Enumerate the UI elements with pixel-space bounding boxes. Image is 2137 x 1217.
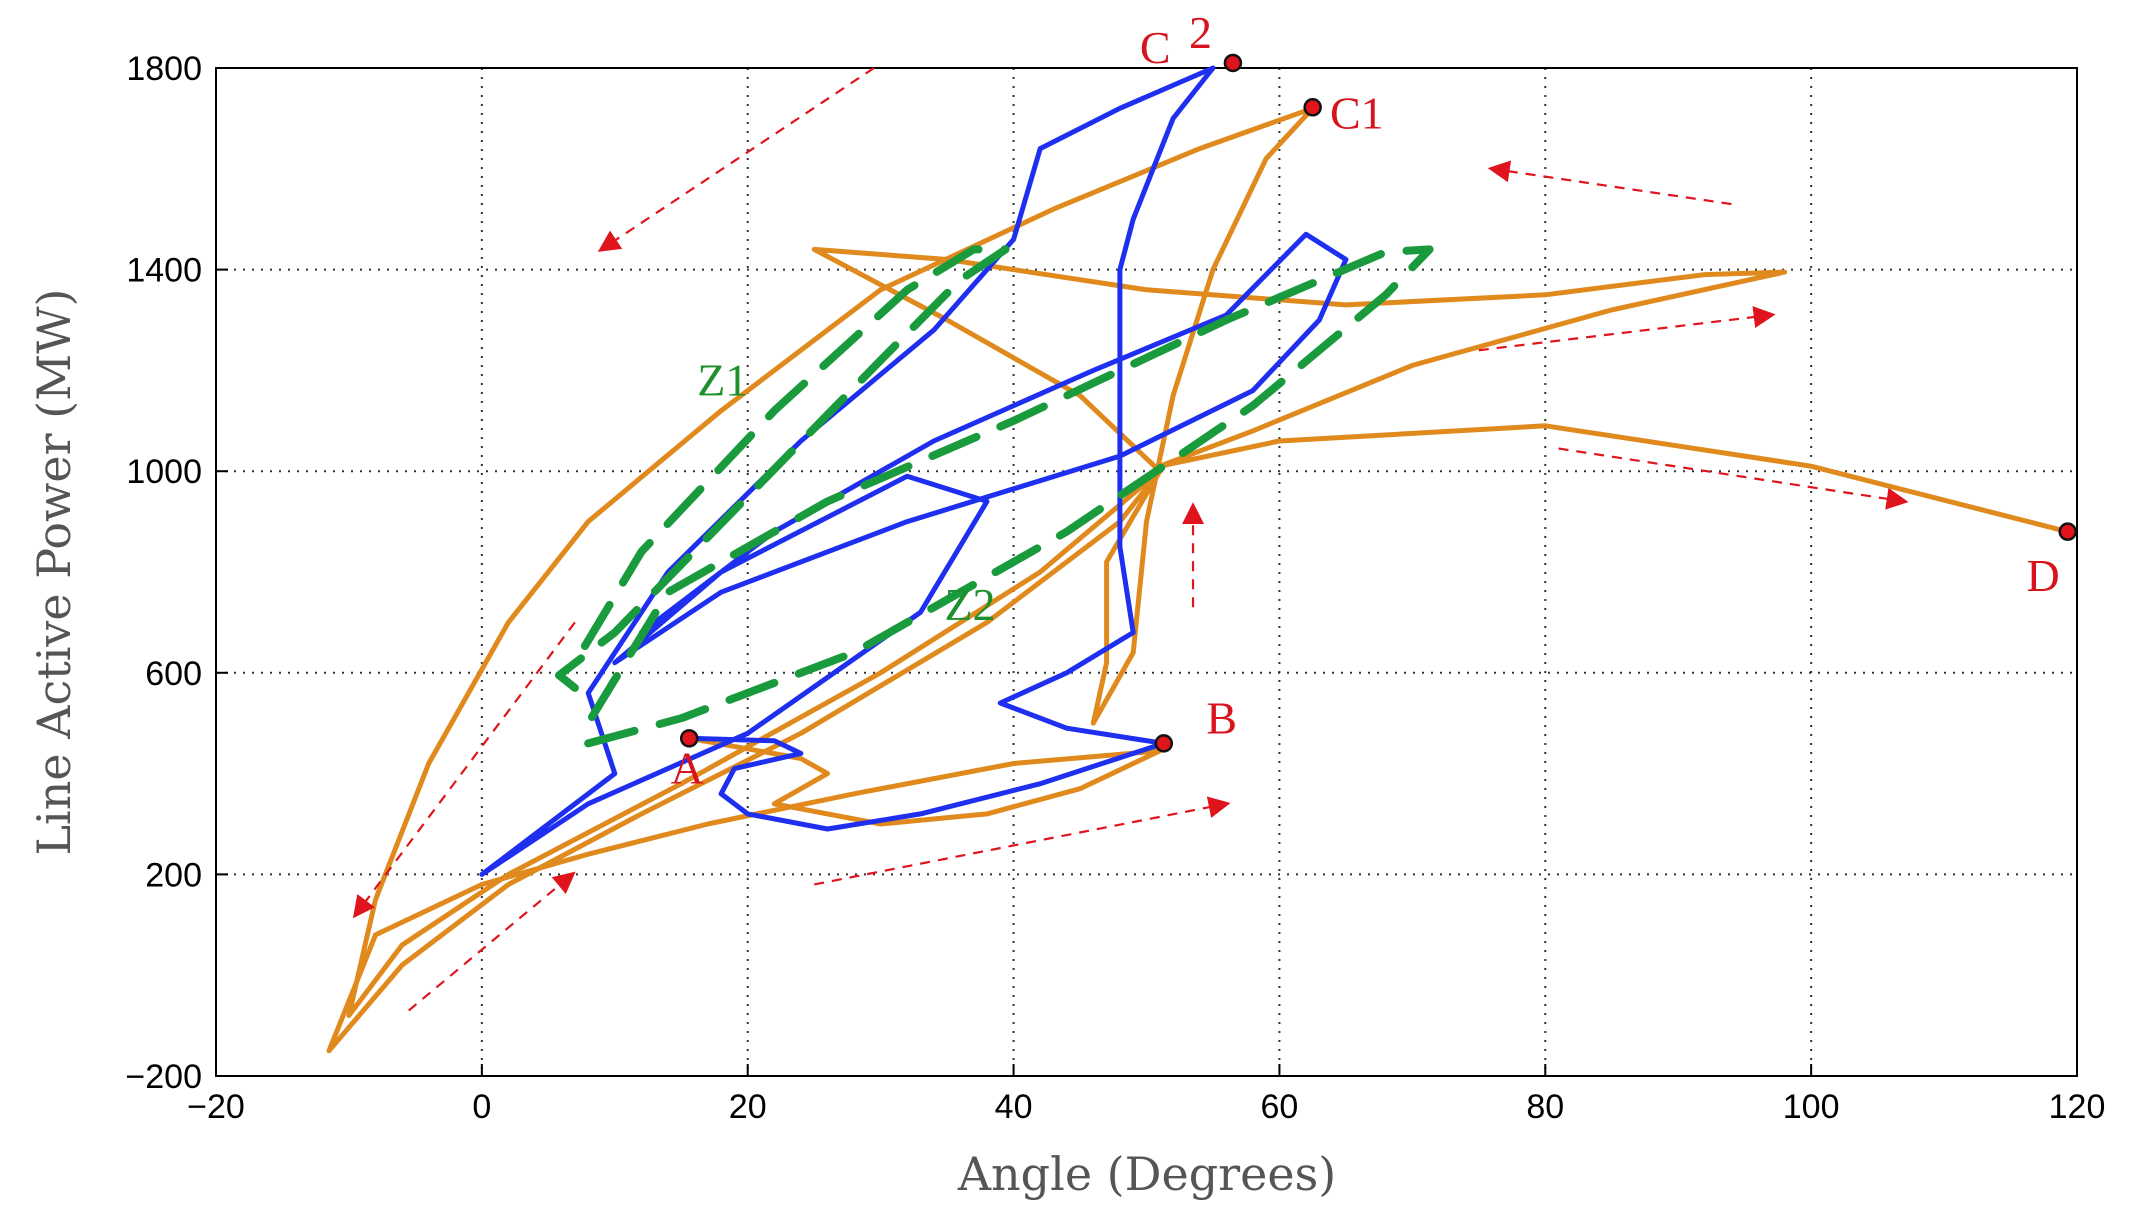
x-axis-title: Angle (Degrees) [957, 1147, 1336, 1201]
y-axis-title: Line Active Power (MW) [27, 288, 81, 855]
direction-arrow-4 [1558, 447, 1909, 510]
series-layer [326, 65, 2071, 1054]
x-tick-label-120: 120 [2049, 1088, 2106, 1126]
x-tick-label-80: 80 [1526, 1088, 1564, 1126]
y-tick-label-600: 600 [145, 655, 202, 693]
y-tick-label-1800: 1800 [126, 50, 202, 88]
x-tick-label-100: 100 [1783, 1088, 1840, 1126]
point-marker-a [679, 729, 699, 748]
annotation-label-z1: Z1 [697, 355, 748, 406]
y-tick-label-200: 200 [145, 856, 202, 894]
arrows-layer [352, 67, 1909, 1012]
gridlines [216, 68, 2077, 1076]
x-tick-label-20: −20 [187, 1088, 245, 1126]
plot-frame [215, 67, 2078, 1077]
y-tick-label-200: −200 [125, 1058, 202, 1096]
annotation-label-c: C [1140, 22, 1171, 73]
series-line-z2 [584, 245, 1434, 748]
direction-arrow-8 [352, 621, 576, 919]
point-marker-d [2058, 522, 2077, 541]
y-tick-label-1000: 1000 [126, 453, 202, 491]
points-layer [679, 53, 2077, 753]
annotation-label-2: 2 [1189, 7, 1212, 58]
series-line-orange-trajectory-to-c1 [346, 105, 1316, 1018]
annotation-label-b: B [1206, 692, 1237, 743]
point-marker-c1 [1303, 98, 1322, 117]
x-tick-label-20: 20 [729, 1088, 767, 1126]
point-marker-c-2 [1223, 53, 1243, 73]
direction-arrow-1 [597, 67, 875, 252]
direction-arrow-3 [1478, 306, 1776, 352]
annotation-label-d: D [2026, 550, 2059, 601]
x-tick-label-40: 40 [995, 1088, 1033, 1126]
direction-arrow-2 [1487, 160, 1732, 206]
x-tick-label-60: 60 [1261, 1088, 1299, 1126]
plot-background [216, 68, 2077, 1076]
annotation-label-a: A [671, 743, 704, 794]
y-tick-label-1400: 1400 [126, 252, 202, 290]
series-line-blue-trajectory-to-c2 [479, 65, 1349, 877]
point-marker-b [1154, 734, 1174, 753]
direction-arrow-6 [813, 796, 1231, 886]
x-tick-label-0: 0 [472, 1088, 491, 1126]
annotation-label-c1: C1 [1330, 87, 1384, 138]
series-line-orange-trajectory-to-d [326, 246, 2071, 1054]
annotation-label-z2: Z2 [944, 579, 995, 630]
series-line-z1 [555, 245, 1010, 692]
annotation-layer: A B C1 C 2 D Z1 Z2 [671, 7, 2060, 794]
